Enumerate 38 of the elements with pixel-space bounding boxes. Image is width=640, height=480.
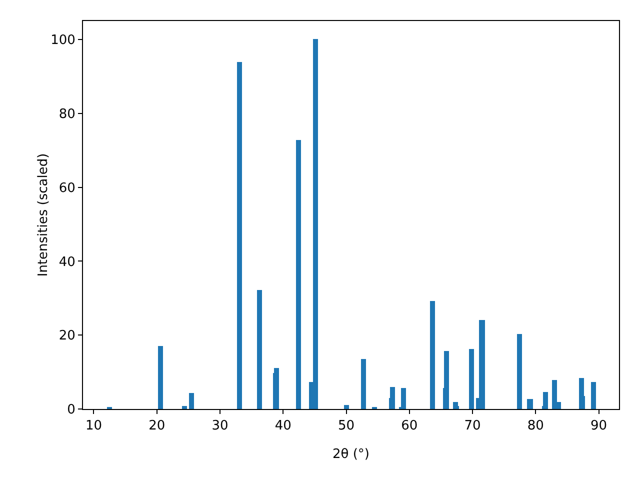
bar [591,382,596,409]
y-tick-label: 80 [58,106,76,122]
x-tick-label: 20 [148,418,166,434]
bar [469,349,474,409]
bar [390,387,395,409]
bar [361,359,366,409]
x-tick-label: 10 [85,418,102,434]
bar [189,393,194,409]
bar [313,39,318,409]
y-tick-label: 20 [58,328,76,344]
bar [527,399,533,409]
bar [430,301,435,409]
bar [552,380,557,409]
bar [257,290,262,409]
y-tick-label: 40 [58,254,76,270]
x-axis-title: 2θ (°) [332,447,370,462]
x-tick-label: 80 [527,418,544,434]
x-tick-label: 90 [590,418,608,434]
bar [274,368,279,409]
bar [479,320,485,409]
bar [543,392,548,409]
y-axis-title: Intensities (scaled) [36,153,51,277]
x-tick-label: 30 [212,418,228,434]
bar [517,334,522,409]
bar [444,351,449,409]
y-tick-label: 100 [50,33,76,48]
x-tick-label: 50 [338,418,355,434]
x-tick-label: 70 [464,418,481,434]
x-tick-label: 40 [274,418,292,434]
y-tick-label: 0 [67,402,76,418]
bar [344,405,349,409]
bar [401,388,406,409]
bar [182,406,187,409]
bar [237,62,242,409]
y-tick-label: 60 [58,180,76,196]
x-tick-label: 60 [401,418,418,434]
bar [158,346,163,409]
bar [296,140,301,409]
